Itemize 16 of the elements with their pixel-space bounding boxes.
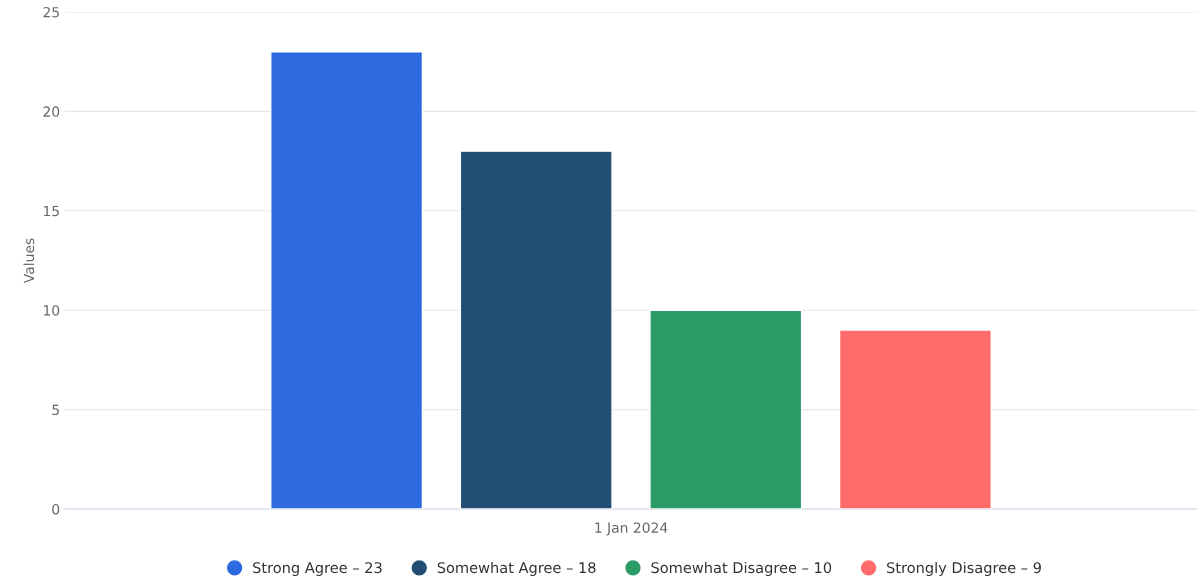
bar	[838, 329, 992, 509]
y-tick-label: 20	[43, 106, 60, 117]
y-tick-label: 15	[43, 205, 59, 217]
y-tick-label: 10	[43, 305, 60, 316]
legend-label: Strongly Disagree – 9	[887, 561, 1041, 576]
y-tick-label: 0	[52, 503, 60, 515]
x-tick-label: 1 Jan 2024	[595, 522, 668, 536]
y-tick-label: 5	[52, 404, 59, 416]
legend-label: Somewhat Agree – 18	[437, 561, 596, 576]
bar	[459, 150, 613, 509]
bar	[270, 51, 424, 509]
legend-label: Somewhat Disagree – 10	[651, 561, 832, 576]
legend-label: Strong Agree – 23	[253, 562, 382, 576]
bar	[649, 309, 803, 509]
y-tick-label: 25	[43, 6, 59, 18]
y-axis-title: Values	[23, 238, 35, 284]
